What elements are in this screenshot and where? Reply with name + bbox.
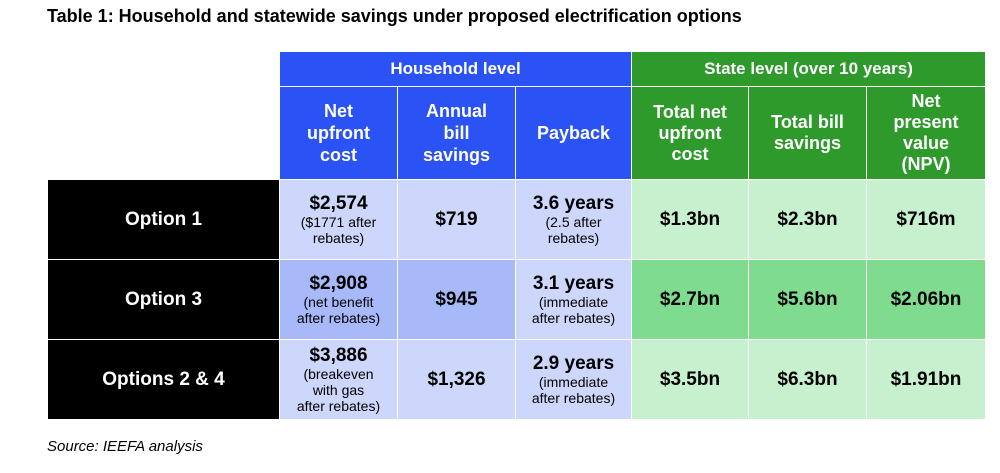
cell-value: $3.5bn [659,369,721,390]
header-line: cost [319,145,357,165]
cell-payback: 3.1 years (immediate after rebates) [515,259,632,340]
group-header-row: Household level State level (over 10 yea… [47,51,986,87]
cell-value: $5.6bn [777,289,838,310]
header-line: savings [773,133,842,153]
cell-npv: $1.91bn [866,339,986,420]
corner-blank-2 [47,86,280,180]
col-header-net-upfront-cost: Net upfront cost [279,86,398,180]
cell-value: $1.91bn [890,369,962,390]
header-line: bill [443,123,470,143]
col-header-payback: Payback [515,86,632,180]
header-line: upfront [307,123,370,143]
cell-note: ($1771 after [300,214,377,230]
cell-note: rebates) [547,230,600,246]
cell-value: 3.1 years [532,273,615,294]
row-label: Option 1 [47,179,280,260]
cell-total-net-upfront-cost: $3.5bn [631,339,749,420]
cell-value: $2,574 [309,193,368,214]
row-label: Option 3 [47,259,280,340]
header-line: Total net [653,101,727,122]
cell-note: after rebates) [531,310,616,326]
col-header-total-bill-savings: Total bill savings [748,86,867,180]
cell-note: with gas [312,382,365,398]
cell-note: (immediate [538,374,609,390]
cell-value: $2.7bn [659,289,721,310]
table-row-option-3: Option 3 $2,908 (net benefit after rebat… [47,259,986,340]
header-line: upfront [658,122,722,143]
col-header-total-net-upfront-cost: Total net upfront cost [631,86,749,180]
table-row-option-1: Option 1 $2,574 ($1771 after rebates) $7… [47,179,986,260]
cell-annual-bill-savings: $719 [397,179,516,260]
cell-note: (2.5 after [545,214,602,230]
cell-total-net-upfront-cost: $2.7bn [631,259,749,340]
cell-total-net-upfront-cost: $1.3bn [631,179,749,260]
cell-note: (breakeven [303,366,374,382]
col-header-npv: Net present value (NPV) [866,86,986,180]
cell-value: $1,326 [427,369,486,390]
cell-total-bill-savings: $6.3bn [748,339,867,420]
header-line: Net [911,91,941,111]
cell-value: $2.06bn [890,289,962,310]
cell-value: $6.3bn [777,369,838,390]
header-line: (NPV) [901,154,951,174]
cell-note: (immediate [538,294,609,310]
header-line: Total bill [771,112,844,132]
cell-value: $719 [435,209,478,230]
row-label: Options 2 & 4 [47,339,280,420]
cell-payback: 3.6 years (2.5 after rebates) [515,179,632,260]
cell-net-upfront-cost: $3,886 (breakeven with gas after rebates… [279,339,398,420]
cell-value: $2.3bn [777,209,838,230]
cell-value: $1.3bn [659,209,721,230]
savings-table: Household level State level (over 10 yea… [47,51,986,420]
cell-value: $945 [435,289,478,310]
cell-note: rebates) [312,230,365,246]
cell-value: 3.6 years [532,193,615,214]
header-line: value [902,133,950,153]
household-level-header: Household level [279,51,632,87]
header-line: Payback [536,123,611,143]
cell-note: after rebates) [296,398,381,414]
cell-value: $716m [896,209,956,230]
header-line: cost [671,143,709,164]
cell-payback: 2.9 years (immediate after rebates) [515,339,632,420]
cell-value: 2.9 years [532,353,615,374]
cell-npv: $716m [866,179,986,260]
col-header-annual-bill-savings: Annual bill savings [397,86,516,180]
header-line: savings [422,145,491,165]
state-level-header: State level (over 10 years) [631,51,986,87]
source-note: Source: IEEFA analysis [47,438,203,455]
header-line: Net [323,101,353,121]
cell-note: after rebates) [531,390,616,406]
cell-total-bill-savings: $2.3bn [748,179,867,260]
cell-total-bill-savings: $5.6bn [748,259,867,340]
cell-note: after rebates) [296,310,381,326]
header-line: present [893,112,959,132]
cell-value: $2,908 [309,273,368,294]
column-header-row: Net upfront cost Annual bill savings Pay… [47,86,986,180]
table-row-options-2-4: Options 2 & 4 $3,886 (breakeven with gas… [47,339,986,420]
header-line: Annual [426,101,487,121]
cell-npv: $2.06bn [866,259,986,340]
cell-net-upfront-cost: $2,908 (net benefit after rebates) [279,259,398,340]
table-title: Table 1: Household and statewide savings… [47,6,742,26]
cell-note: (net benefit [303,294,374,310]
corner-blank [47,51,280,87]
cell-annual-bill-savings: $1,326 [397,339,516,420]
cell-net-upfront-cost: $2,574 ($1771 after rebates) [279,179,398,260]
cell-annual-bill-savings: $945 [397,259,516,340]
cell-value: $3,886 [309,345,368,366]
